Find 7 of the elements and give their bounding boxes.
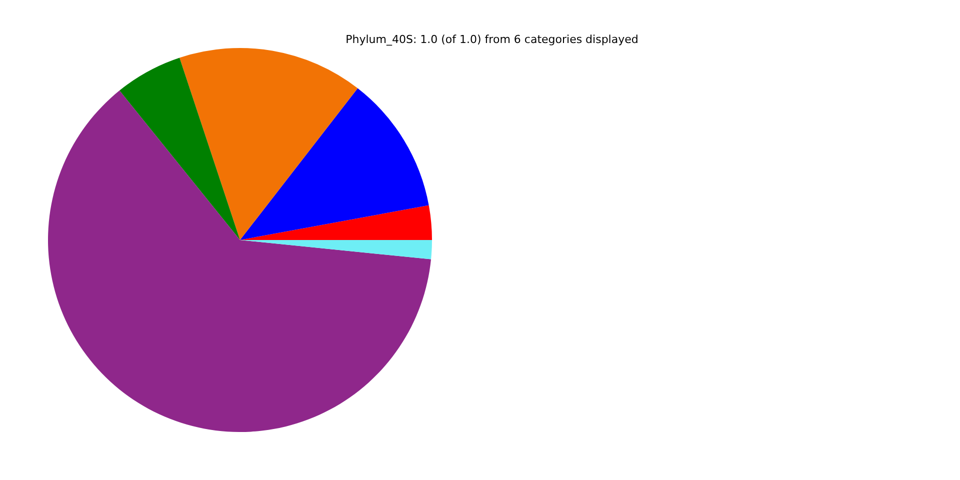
- pie-slice: [240, 88, 429, 240]
- pie-slice: [240, 205, 432, 240]
- pie-slice: [48, 90, 432, 432]
- pie-slice: [119, 58, 240, 240]
- pie-slice: [240, 240, 432, 260]
- pie-slice: [180, 48, 358, 240]
- text: Phylum_40S: 1.0 (of 1.0) from 6 categories displayed: [346, 33, 638, 46]
